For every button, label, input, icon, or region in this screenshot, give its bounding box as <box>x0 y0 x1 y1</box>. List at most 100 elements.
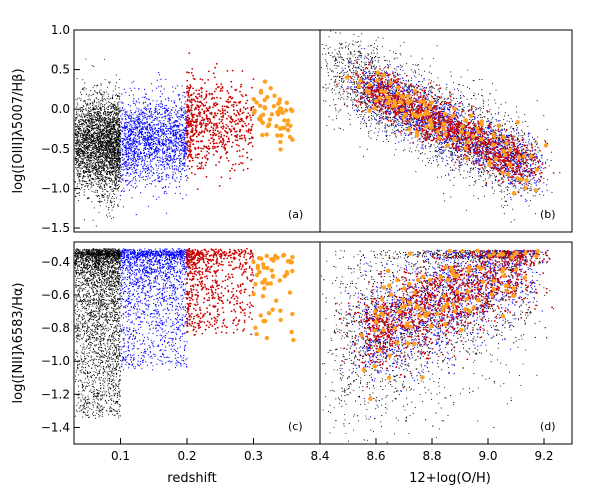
point-black <box>90 160 92 162</box>
point-blue <box>147 157 149 159</box>
point-black <box>88 141 90 143</box>
point-black <box>88 116 90 118</box>
point-black <box>95 158 97 160</box>
point-black <box>99 119 101 121</box>
point-blue <box>144 96 146 98</box>
point-blue <box>160 128 162 130</box>
point-blue <box>180 101 182 103</box>
point-black <box>102 121 104 123</box>
point-black <box>118 160 120 162</box>
point-black <box>96 141 98 143</box>
point-blue <box>156 87 158 89</box>
point-blue <box>142 166 144 168</box>
point-blue <box>146 128 148 130</box>
point-black <box>107 153 109 155</box>
point-black <box>81 126 83 128</box>
point-black <box>108 125 111 128</box>
point-blue <box>184 96 186 98</box>
point-black <box>111 152 114 154</box>
point-black <box>92 141 94 143</box>
point-blue <box>121 108 123 110</box>
point-blue <box>170 115 172 117</box>
point-blue <box>147 167 150 169</box>
point-black <box>117 169 119 171</box>
point-blue <box>132 94 134 96</box>
point-black <box>78 163 80 166</box>
point-blue <box>171 165 173 167</box>
point-blue <box>158 165 160 167</box>
point-black <box>94 174 96 176</box>
point-black <box>115 108 118 110</box>
point-blue <box>130 123 132 125</box>
point-black <box>108 182 110 185</box>
point-blue <box>137 161 139 163</box>
point-black <box>112 114 115 116</box>
point-black <box>117 168 120 170</box>
point-black <box>112 165 114 167</box>
point-blue <box>123 138 125 140</box>
point-blue <box>121 102 124 104</box>
point-blue <box>138 133 140 135</box>
point-blue <box>170 132 172 134</box>
point-black <box>86 151 88 153</box>
point-blue <box>182 150 184 153</box>
point-blue <box>137 118 139 120</box>
point-black <box>114 126 116 128</box>
point-black <box>119 177 121 179</box>
point-black <box>101 180 103 182</box>
point-black <box>92 124 94 126</box>
point-black <box>100 174 102 176</box>
point-blue <box>157 167 159 169</box>
point-black <box>114 141 117 143</box>
point-blue <box>160 100 162 102</box>
point-black <box>102 141 104 143</box>
point-blue <box>120 110 122 112</box>
point-black <box>80 167 82 169</box>
point-black <box>104 199 106 201</box>
point-blue <box>121 166 123 168</box>
point-blue <box>132 117 135 119</box>
point-blue <box>162 132 164 134</box>
point-black <box>98 153 100 156</box>
point-black <box>82 79 84 81</box>
point-black <box>102 188 104 190</box>
point-black <box>79 156 81 158</box>
point-black <box>119 171 121 173</box>
point-black <box>100 93 102 95</box>
point-black <box>110 135 112 137</box>
point-black <box>103 169 105 171</box>
point-blue <box>150 147 153 149</box>
point-blue <box>140 143 142 145</box>
point-blue <box>140 151 142 153</box>
point-black <box>109 104 111 106</box>
point-black <box>87 142 89 144</box>
point-black <box>119 161 121 163</box>
point-blue <box>125 127 127 129</box>
point-black <box>111 196 113 198</box>
point-blue <box>148 115 150 117</box>
point-blue <box>177 128 179 130</box>
point-black <box>95 102 97 104</box>
point-blue <box>131 133 133 135</box>
point-black <box>104 108 106 110</box>
point-black <box>104 181 106 183</box>
point-blue <box>153 158 155 160</box>
point-black <box>94 180 96 183</box>
point-black <box>118 144 120 146</box>
point-black <box>93 99 95 101</box>
point-blue <box>181 173 183 175</box>
point-blue <box>167 133 169 135</box>
point-blue <box>140 131 142 133</box>
point-blue <box>162 125 164 127</box>
point-black <box>103 141 105 143</box>
point-black <box>78 166 80 168</box>
point-black <box>99 136 101 138</box>
point-black <box>85 139 88 141</box>
point-blue <box>183 170 186 172</box>
point-black <box>80 138 82 141</box>
point-black <box>113 151 115 154</box>
point-blue <box>149 142 151 145</box>
point-black <box>95 112 97 114</box>
point-black <box>80 172 82 174</box>
point-black <box>110 189 112 191</box>
